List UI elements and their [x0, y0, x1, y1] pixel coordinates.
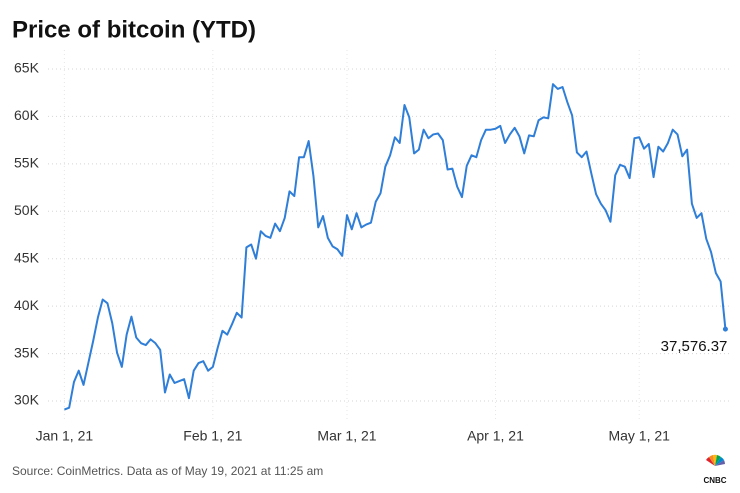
x-tick-label: Feb 1, 21: [183, 428, 242, 444]
x-tick-label: Mar 1, 21: [317, 428, 376, 444]
x-tick-label: May 1, 21: [608, 428, 670, 444]
y-tick-label: 45K: [14, 249, 40, 265]
x-tick-label: Apr 1, 21: [467, 428, 524, 444]
logo-text: CNBC: [703, 476, 726, 485]
y-tick-label: 60K: [14, 107, 40, 123]
y-tick-label: 65K: [14, 60, 40, 76]
source-note: Source: CoinMetrics. Data as of May 19, …: [12, 464, 323, 478]
y-tick-label: 50K: [14, 202, 40, 218]
y-tick-label: 35K: [14, 344, 40, 360]
price-line: [64, 83, 727, 411]
y-tick-label: 40K: [14, 297, 40, 313]
x-tick-label: Jan 1, 21: [36, 428, 94, 444]
chart-title: Price of bitcoin (YTD): [12, 16, 256, 43]
end-point: [722, 326, 728, 332]
logo: CNBC: [703, 454, 727, 485]
logo-peacock: [706, 454, 725, 466]
y-tick-label: 55K: [14, 155, 40, 171]
value-label: 37,576.37: [661, 338, 728, 355]
y-tick-label: 30K: [14, 392, 40, 408]
